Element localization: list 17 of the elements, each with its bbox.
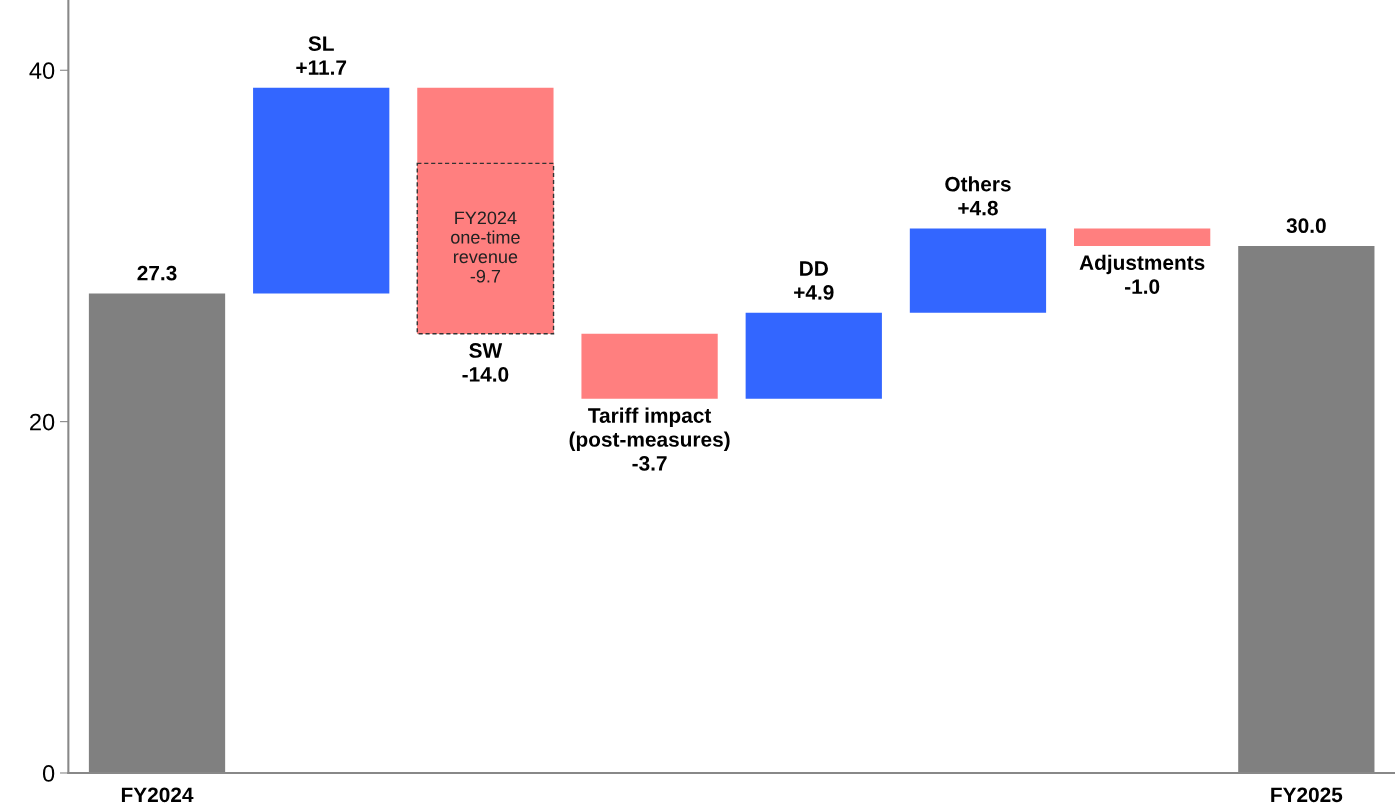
y-tick-label: 40 xyxy=(29,62,55,80)
data-label: DD +4.9 xyxy=(794,261,834,300)
data-label: Tariff impact (post-measures) -3.7 xyxy=(569,407,730,471)
y-tick-label: 20 xyxy=(30,413,55,431)
bar xyxy=(745,312,882,399)
bar xyxy=(909,228,1047,313)
y-tick-label: 0 xyxy=(42,765,55,782)
data-label: SW -14.0 xyxy=(462,343,509,382)
x-tick-label: FY2025 xyxy=(1271,787,1343,803)
data-label: 30.0 xyxy=(1286,218,1326,234)
data-label: SL +11.7 xyxy=(296,36,347,75)
data-label: Adjustments -1.0 xyxy=(1079,254,1205,294)
data-label: 27.3 xyxy=(137,265,177,281)
data-label: FY2024 one-time revenue -9.7 xyxy=(451,211,520,283)
x-tick-label: FY2024 xyxy=(121,787,194,803)
bar xyxy=(253,87,390,294)
data-label: Others +4.8 xyxy=(945,176,1011,216)
